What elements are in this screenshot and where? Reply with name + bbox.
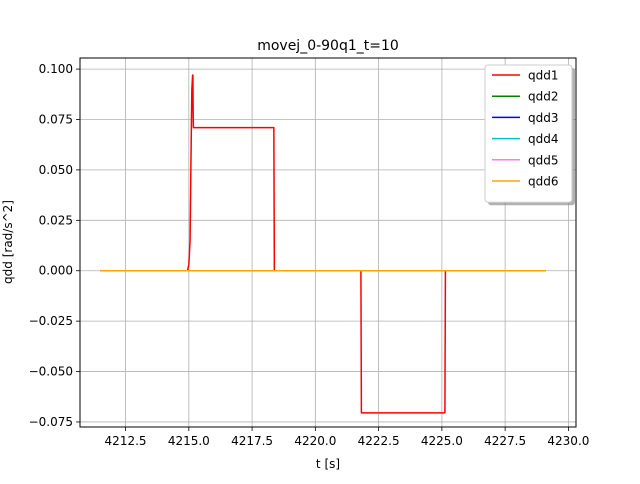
x-tick-label: 4222.5 [358,434,400,448]
legend: qdd1 qdd2 qdd3 qdd4 qdd5 qdd6 [484,64,575,206]
x-tick-label: 4215.0 [168,434,210,448]
y-tick-label: 0.050 [39,163,73,177]
chart-title: movej_0-90q1_t=10 [257,38,399,54]
series-line-qdd1 [100,74,546,414]
legend-label-qdd4: qdd4 [528,132,559,146]
y-tick-label: −0.050 [29,365,73,379]
legend-label-qdd3: qdd3 [528,111,559,125]
series-layer [100,74,546,414]
x-tick-label: 4217.5 [231,434,273,448]
y-tick-label: −0.075 [29,415,73,429]
y-tick-label: 0.000 [39,264,73,278]
legend-label-qdd2: qdd2 [528,90,559,104]
y-tick-label: 0.100 [39,62,73,76]
axes: 4212.5 4215.0 4217.5 4220.0 4222.5 4225.0 4227… [29,62,590,448]
legend-label-qdd6: qdd6 [528,175,559,189]
x-axis-label: t [s] [316,457,340,471]
legend-label-qdd1: qdd1 [528,69,559,83]
legend-label-qdd5: qdd5 [528,153,559,167]
legend-box [484,64,573,203]
x-tick-label: 4230.0 [547,434,589,448]
x-tick-label: 4227.5 [484,434,526,448]
plot-frame [79,57,577,428]
x-tick-label: 4220.0 [294,434,336,448]
x-tick-label: 4212.5 [105,434,147,448]
x-tick-label: 4225.0 [421,434,463,448]
y-tick-label: 0.075 [39,113,73,127]
y-axis-label: qdd [rad/s^2] [1,200,15,284]
y-tick-label: −0.025 [29,314,73,328]
y-tick-label: 0.025 [39,213,73,227]
